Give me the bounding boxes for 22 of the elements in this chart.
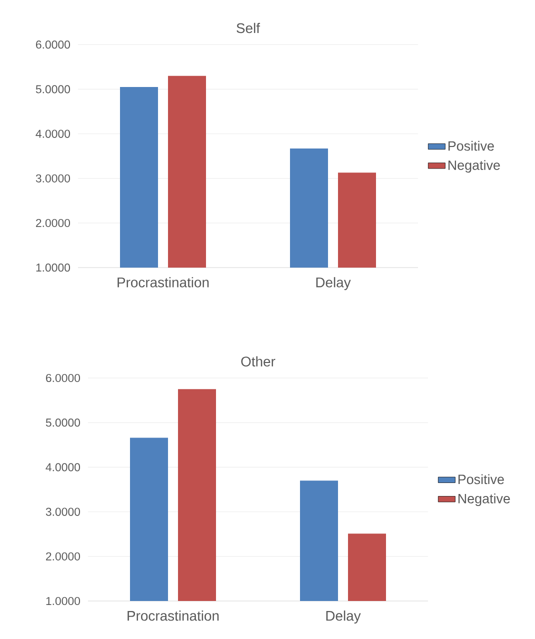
x-tick-label: Delay [316,277,351,290]
chart-title: Other [241,356,276,367]
x-tick-label: Delay [326,610,361,624]
y-tick-label: 4.0000 [36,130,70,138]
x-tick-label: Procrastination [128,610,219,621]
y-tick-label: 2.0000 [36,218,70,228]
y-tick-label: 1.0000 [46,596,80,606]
y-tick-label: 1.0000 [36,264,70,272]
y-tick-label: 3.0000 [46,508,80,516]
y-tick-label: 2.0000 [46,552,80,560]
x-tick-label: Procrastination [118,277,209,288]
legend-label: Positive [458,474,504,484]
legend-label: Negative [458,493,510,506]
chart-title: Self [236,22,260,34]
y-tick-label: 4.0000 [46,463,80,472]
y-tick-label: 5.0000 [46,418,80,427]
y-tick-label: 3.0000 [36,174,70,182]
legend-label: Negative [448,160,500,173]
y-tick-label: 6.0000 [46,374,80,382]
y-tick-label: 5.0000 [36,85,70,94]
y-tick-label: 6.0000 [36,40,70,49]
legend-label: Positive [448,140,494,151]
